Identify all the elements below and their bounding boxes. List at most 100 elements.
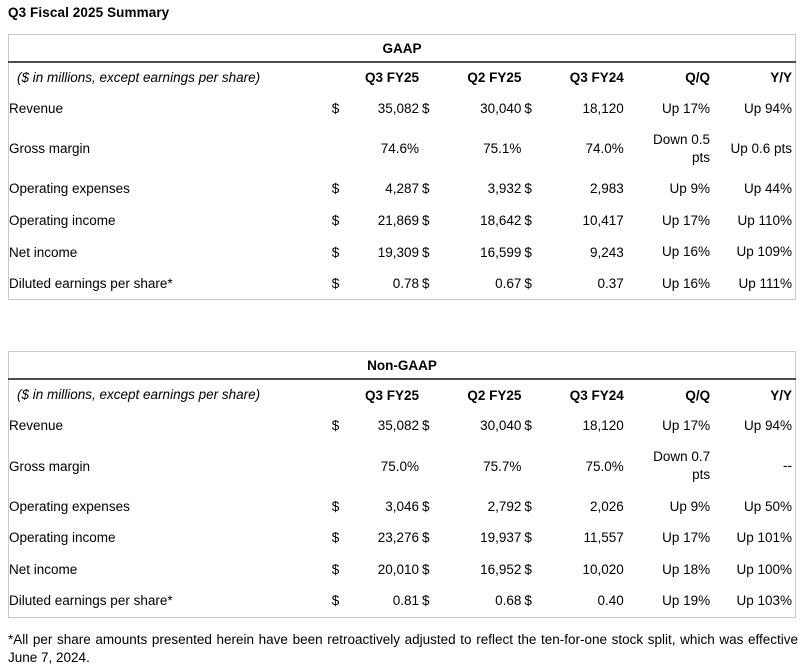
value-q2fy25: 75.1%: [483, 141, 522, 157]
non-gaap-table-body: Revenue $35,082 $30,040 $18,120 Up 17% Up 94%…: [9, 410, 796, 617]
currency-symbol: $: [331, 530, 340, 546]
currency-symbol: $: [331, 561, 340, 577]
change-qq: Up 9%: [627, 491, 713, 523]
value-q3fy24: 0.37: [597, 276, 624, 292]
value-q3fy25: 4,287: [385, 181, 420, 197]
change-yy-text: Up 94%: [743, 417, 792, 433]
change-yy: Up 110%: [713, 205, 795, 237]
change-qq-text: Up 17%: [662, 417, 711, 433]
change-qq-text: Up 9%: [669, 181, 711, 197]
row-label: Diluted earnings per share*: [9, 593, 173, 609]
value-q3fy25: 0.81: [392, 593, 420, 609]
value-q3fy25: 74.6%: [380, 141, 420, 157]
value-q2fy25: 16,952: [480, 561, 522, 577]
col-header-qq: Q/Q: [685, 70, 711, 86]
row-label: Operating income: [9, 213, 116, 228]
change-yy-text: Up 101%: [736, 530, 792, 546]
change-qq-text: Up 17%: [662, 212, 711, 228]
value-q3fy25: 0.78: [392, 276, 420, 292]
value-q3fy24: 18,120: [582, 100, 624, 116]
row-label: Net income: [9, 244, 78, 260]
col-header-q2fy25: Q2 FY25: [467, 70, 522, 86]
currency-symbol: $: [331, 181, 340, 197]
currency-symbol: $: [331, 244, 340, 260]
column-header-row: ($ in millions, except earnings per shar…: [9, 379, 796, 410]
currency-symbol: $: [331, 100, 340, 116]
currency-symbol: $: [524, 100, 532, 116]
currency-symbol: [332, 441, 356, 490]
currency-symbol: $: [422, 213, 430, 228]
value-q3fy24: 75.0%: [585, 458, 624, 474]
change-yy-text: --: [783, 458, 792, 474]
page-title: Q3 Fiscal 2025 Summary: [8, 5, 170, 20]
value-q2fy25: 16,599: [480, 244, 522, 260]
value-q3fy25: 35,082: [377, 418, 420, 434]
change-qq: Up 16%: [627, 268, 713, 300]
currency-symbol: $: [422, 100, 430, 116]
change-yy: Up 101%: [713, 522, 795, 554]
table-row: Net income $20,010 $16,952 $10,020 Up 18% Up …: [9, 554, 796, 586]
value-q3fy24: 2,026: [590, 498, 624, 514]
currency-symbol: [332, 124, 356, 173]
table-row: Gross margin 74.6% 75.1% 74.0% Down 0.5 pts U…: [9, 124, 796, 173]
change-yy: Up 94%: [713, 93, 795, 125]
change-yy: Up 94%: [713, 410, 795, 442]
table-title: GAAP: [8, 34, 796, 63]
currency-symbol: [422, 124, 446, 173]
spacer: [332, 379, 356, 410]
row-label: Operating expenses: [9, 181, 130, 197]
gaap-table: GAAP ($ in millions, except earnings per…: [8, 34, 796, 301]
currency-symbol: $: [422, 530, 430, 546]
value-q3fy25: 21,869: [377, 213, 420, 228]
value-q3fy24: 18,120: [582, 418, 624, 434]
change-qq: Up 17%: [627, 410, 713, 442]
change-yy: --: [713, 441, 795, 490]
change-yy: Up 109%: [713, 236, 795, 268]
column-header-row: ($ in millions, except earnings per shar…: [9, 62, 796, 93]
col-header-yy: Y/Y: [770, 70, 792, 86]
currency-symbol: $: [524, 561, 532, 577]
currency-symbol: $: [422, 593, 430, 609]
table-title-row: GAAP: [8, 34, 796, 63]
value-q3fy25: 20,010: [377, 561, 420, 577]
change-yy: Up 103%: [713, 585, 795, 617]
row-label: Operating expenses: [9, 498, 130, 514]
row-label: Net income: [9, 561, 78, 577]
value-q2fy25: 30,040: [480, 418, 522, 434]
value-q3fy24: 74.0%: [585, 141, 624, 157]
currency-symbol: $: [524, 244, 532, 260]
value-q2fy25: 75.7%: [483, 458, 522, 474]
value-q3fy25: 3,046: [385, 498, 420, 514]
change-yy: Up 0.6 pts: [713, 124, 795, 173]
change-yy: Up 50%: [713, 491, 795, 523]
change-yy-text: Up 44%: [743, 181, 792, 197]
currency-symbol: [422, 441, 446, 490]
col-header-q3fy25: Q3 FY25: [364, 70, 420, 86]
currency-symbol: $: [524, 593, 532, 609]
change-qq: Up 19%: [627, 585, 713, 617]
change-qq: Up 17%: [627, 522, 713, 554]
change-qq-text: Down 0.7 pts: [653, 449, 711, 483]
spacer: [422, 379, 446, 410]
currency-symbol: $: [524, 418, 532, 434]
change-qq-text: Up 16%: [662, 275, 711, 291]
non-gaap-table: Non-GAAP ($ in millions, except earnings…: [8, 351, 796, 618]
value-q3fy25: 19,309: [377, 244, 420, 260]
value-q2fy25: 2,792: [487, 498, 522, 514]
value-q2fy25: 3,932: [487, 181, 522, 197]
change-qq-text: Up 17%: [662, 100, 711, 116]
value-q2fy25: 0.67: [495, 276, 522, 292]
currency-symbol: $: [422, 244, 430, 260]
change-yy: Up 111%: [713, 268, 795, 300]
col-header-q3fy24: Q3 FY24: [569, 70, 624, 86]
change-yy-text: Up 103%: [736, 593, 792, 609]
value-q3fy24: 0.40: [597, 593, 624, 609]
currency-symbol: $: [331, 498, 340, 514]
stock-split-footnote: *All per share amounts presented herein …: [8, 631, 798, 665]
table-row: Net income $19,309 $16,599 $9,243 Up 16% Up 1…: [9, 236, 796, 268]
change-qq: Up 17%: [627, 205, 713, 237]
change-yy-text: Up 50%: [743, 498, 792, 514]
table-row: Operating expenses $3,046 $2,792 $2,026 Up 9…: [9, 491, 796, 523]
change-qq: Down 0.5 pts: [627, 124, 713, 173]
